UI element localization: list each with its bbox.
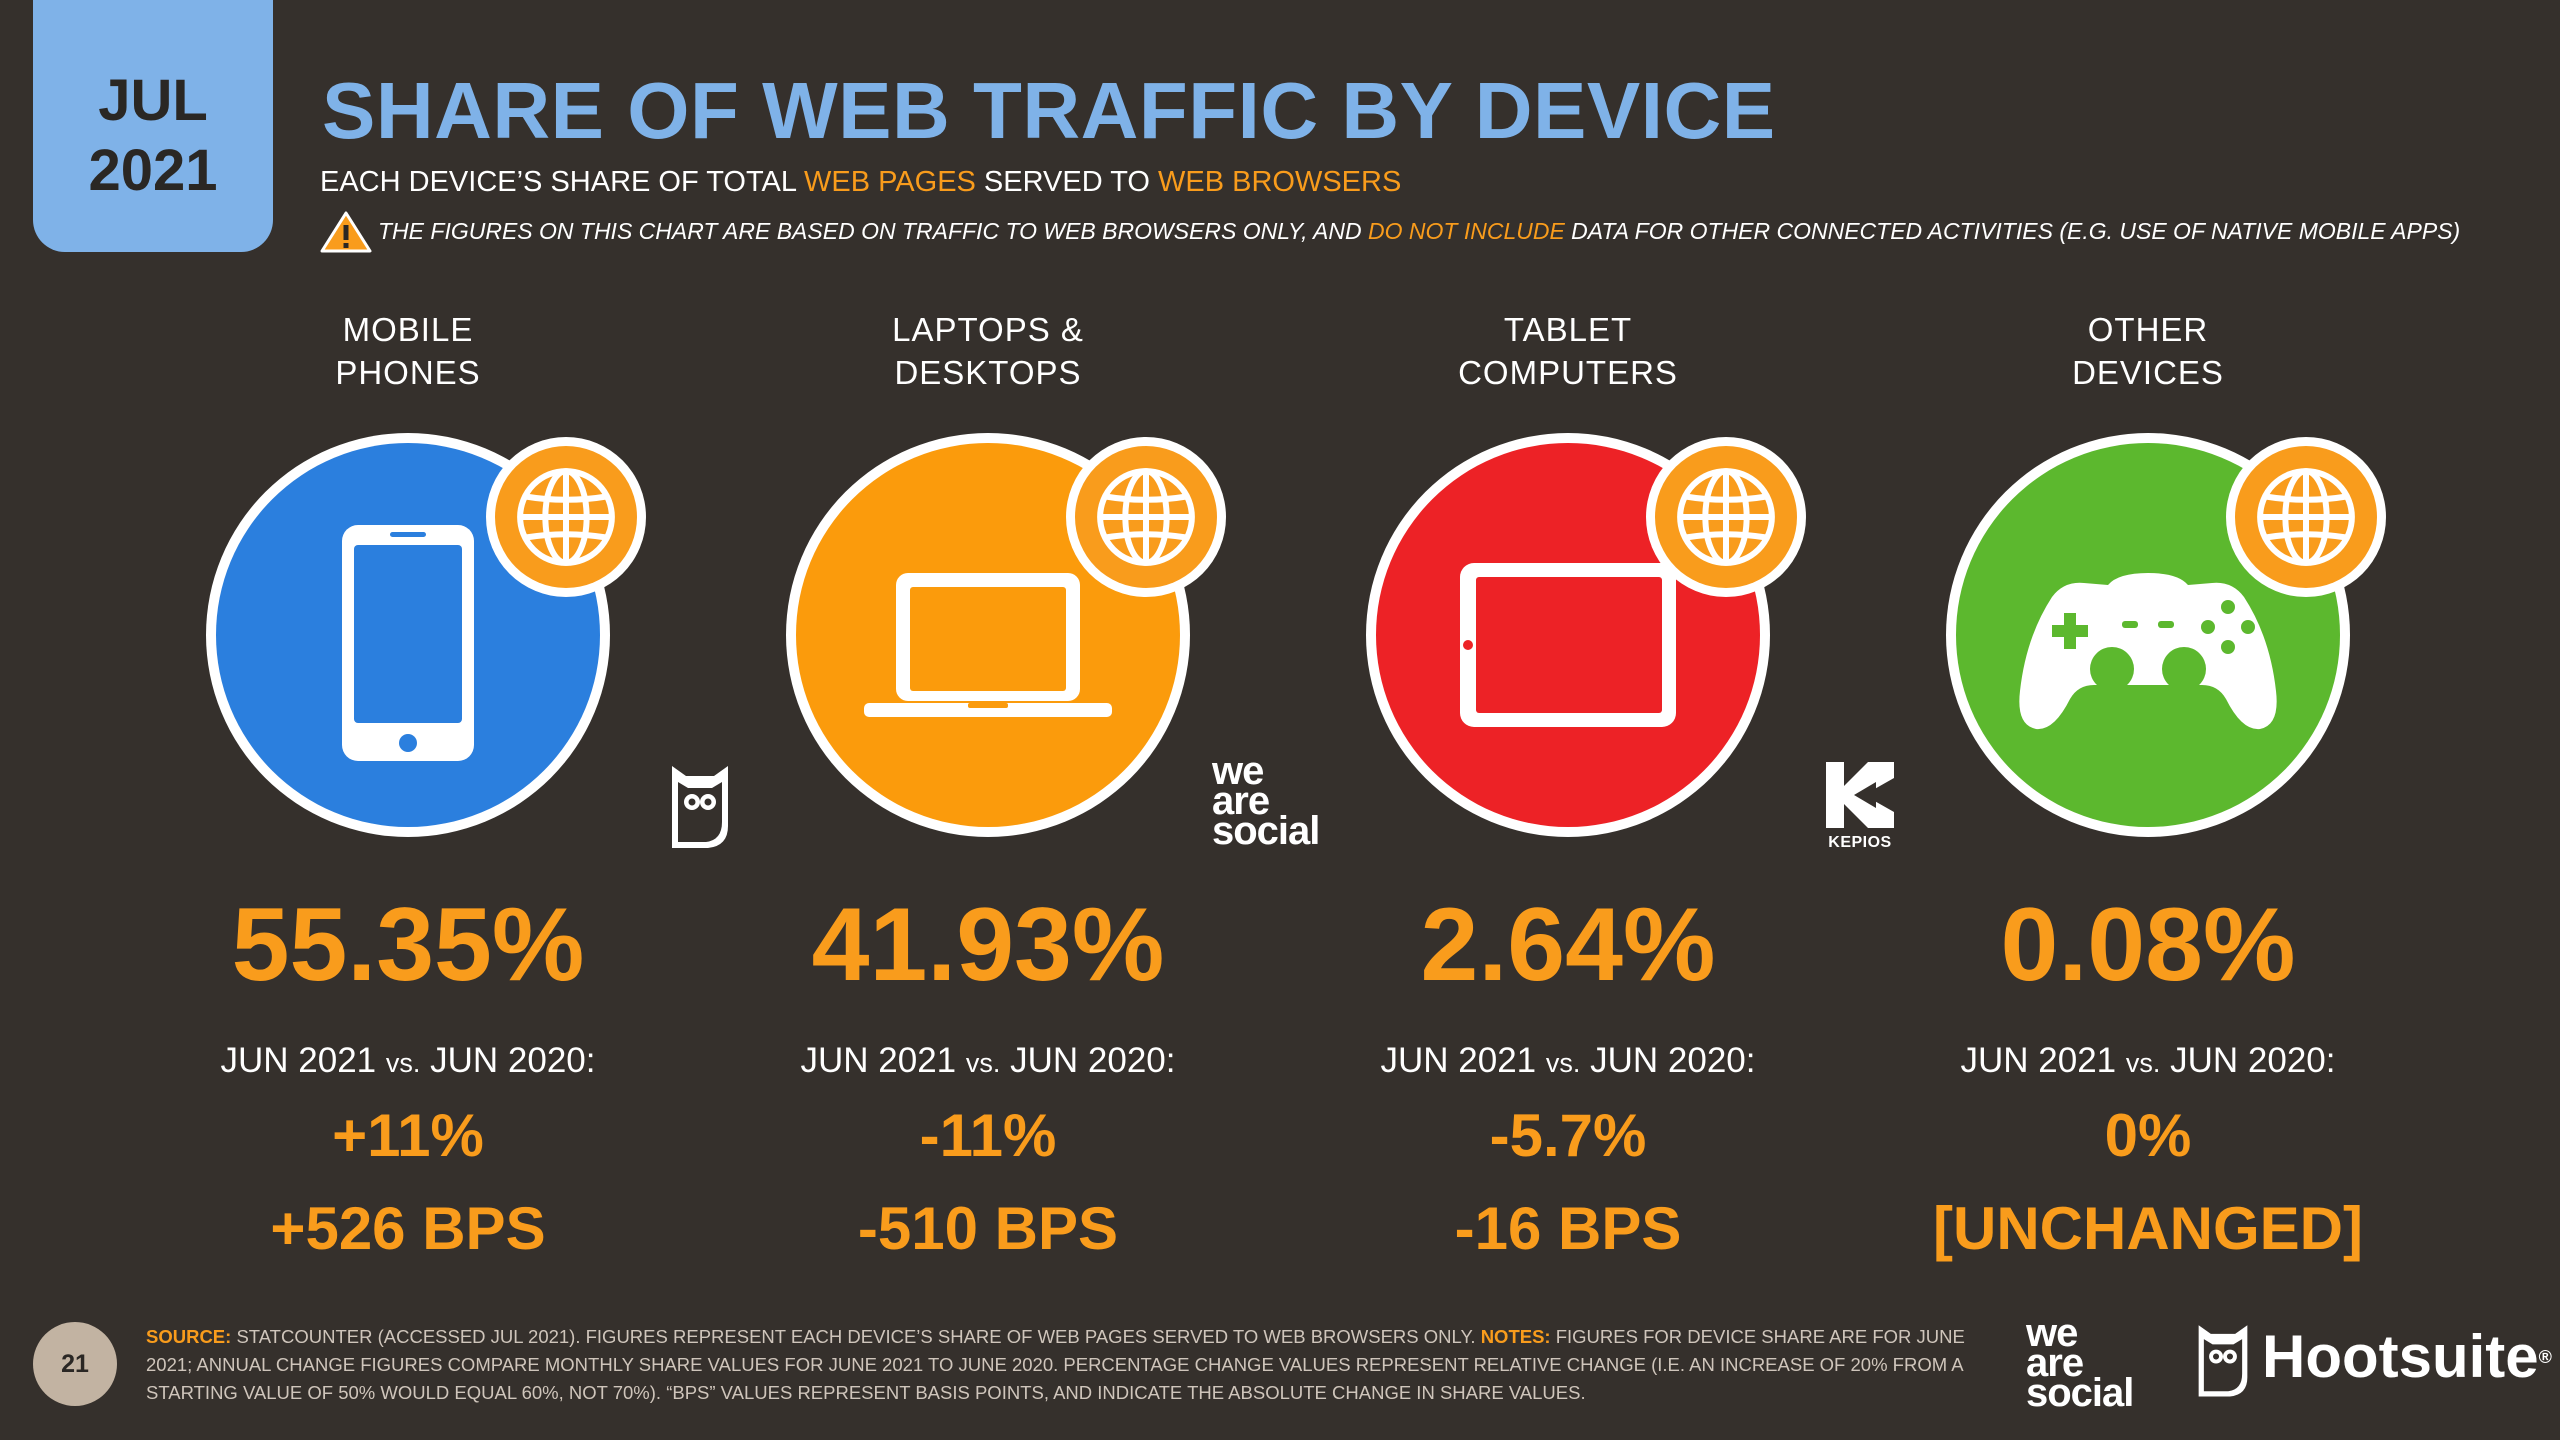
globe-icon [1646,437,1806,597]
share-value: 0.08% [2000,887,2296,1003]
source-text: STATCOUNTER (ACCESSED JUL 2021). FIGURES… [231,1326,1481,1347]
device-label-line2: COMPUTERS [1458,354,1678,391]
comparison-label-a: JUN 2021 [1960,1041,2126,1080]
wearesocial-logo: we are social [1212,749,1352,853]
tablet-icon [1460,563,1676,727]
device-label: TABLET COMPUTERS [1378,308,1758,394]
comparison-label: JUN 2021 vs. JUN 2020: [1868,1041,2428,1083]
hootsuite-owl-icon [672,766,728,848]
wearesocial-line2: are [1212,779,1270,823]
footer-wearesocial-logo: we are social [2026,1311,2166,1415]
device-icon-graphic [786,433,1226,837]
comparison-label-vs: vs. [1545,1048,1581,1078]
comparison-label-b: JUN 2020: [420,1041,596,1080]
gamepad-icon [2019,573,2277,730]
wearesocial-line1: we [1212,749,1264,793]
laptop-icon [864,573,1112,717]
device-label-line1: OTHER [2087,311,2209,348]
hootsuite-registered-mark: ® [2538,1347,2552,1367]
subtitle-text-1: EACH DEVICE’S SHARE OF TOTAL [320,166,804,198]
badge-year: 2021 [88,138,218,203]
wearesocial-line3: social [1212,809,1320,853]
comparison-label-a: JUN 2021 [1380,1041,1546,1080]
comparison-label-a: JUN 2021 [220,1041,386,1080]
relative-change: +11% [332,1102,484,1169]
source-notes: SOURCE: STATCOUNTER (ACCESSED JUL 2021).… [146,1323,2006,1407]
device-label-line1: MOBILE [342,311,474,348]
warning-text-2: DATA FOR OTHER CONNECTED ACTIVITIES (E.G… [1564,218,2461,244]
kepios-logo: KEPIOS [1824,760,1896,856]
device-label-line2: DEVICES [2072,354,2224,391]
absolute-change: -510 BPS [857,1195,1119,1262]
device-icon-graphic [1946,433,2386,837]
badge-month: JUL [98,68,208,133]
globe-icon [1066,437,1226,597]
notes-label: NOTES: [1480,1326,1551,1347]
subtitle-highlight-2: WEB BROWSERS [1158,166,1402,198]
device-label: OTHER DEVICES [1958,308,2338,394]
device-label-line2: PHONES [335,354,481,391]
comparison-label-a: JUN 2021 [800,1041,966,1080]
comparison-label-b: JUN 2020: [1580,1041,1756,1080]
share-value: 2.64% [1420,887,1716,1003]
notes-text: FIGURES FOR DEVICE SHARE ARE FOR JUNE 20… [146,1326,1965,1403]
share-value: 55.35% [231,887,585,1003]
absolute-change: +526 BPS [270,1195,546,1262]
comparison-label-vs: vs. [385,1048,421,1078]
absolute-change: [UNCHANGED] [1933,1195,2363,1262]
hootsuite-logo: Hootsuite® [2262,1322,2552,1392]
globe-icon [2226,437,2386,597]
absolute-change: -16 BPS [1454,1195,1682,1262]
relative-change: -5.7% [1489,1102,1647,1169]
device-label-line2: DESKTOPS [894,354,1082,391]
smartphone-icon [342,525,474,761]
comparison-label: JUN 2021 vs. JUN 2020: [708,1041,1268,1083]
device-label-line1: LAPTOPS & [892,311,1084,348]
subtitle-highlight-1: WEB PAGES [803,166,976,198]
device-icon-graphic [206,433,646,837]
globe-icon [486,437,646,597]
footer-wearesocial-line3: social [2026,1371,2134,1415]
relative-change: 0% [2104,1102,2192,1169]
hootsuite-wordmark: Hootsuite [2262,1323,2539,1390]
subtitle: EACH DEVICE’S SHARE OF TOTAL WEB PAGES S… [320,164,1401,200]
comparison-label: JUN 2021 vs. JUN 2020: [128,1041,688,1083]
comparison-label-b: JUN 2020: [1000,1041,1176,1080]
footer-hootsuite-owl-icon [2198,1325,2248,1397]
comparison-label-b: JUN 2020: [2160,1041,2336,1080]
date-badge: JUL 2021 [33,0,273,252]
source-label: SOURCE: [146,1326,232,1347]
device-icon-graphic [1366,433,1806,837]
comparison-label-vs: vs. [965,1048,1001,1078]
device-label: MOBILE PHONES [218,308,598,394]
warning-highlight: DO NOT INCLUDE [1368,218,1565,244]
kepios-mark-icon [1826,762,1894,828]
relative-change: -11% [919,1102,1057,1169]
page-title: SHARE OF WEB TRAFFIC BY DEVICE [322,66,1776,155]
footer-wearesocial-line2: are [2026,1341,2084,1385]
kepios-text: KEPIOS [1828,834,1892,851]
page-number: 21 [33,1322,117,1406]
footer-wearesocial-line1: we [2026,1311,2078,1355]
device-label: LAPTOPS & DESKTOPS [798,308,1178,394]
warning-icon [320,211,372,253]
subtitle-text-2: SERVED TO [975,166,1159,198]
device-label-line1: TABLET [1503,311,1633,348]
comparison-label-vs: vs. [2125,1048,2161,1078]
warning-text-1: THE FIGURES ON THIS CHART ARE BASED ON T… [378,218,1368,244]
comparison-label: JUN 2021 vs. JUN 2020: [1288,1041,1848,1083]
share-value: 41.93% [811,887,1165,1003]
